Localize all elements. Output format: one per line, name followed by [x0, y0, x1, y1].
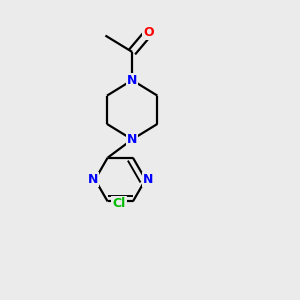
Text: N: N [127, 74, 137, 87]
Text: Cl: Cl [112, 197, 126, 210]
Text: O: O [143, 26, 154, 39]
Text: N: N [143, 173, 153, 186]
Text: N: N [127, 133, 137, 146]
Text: N: N [87, 173, 98, 186]
